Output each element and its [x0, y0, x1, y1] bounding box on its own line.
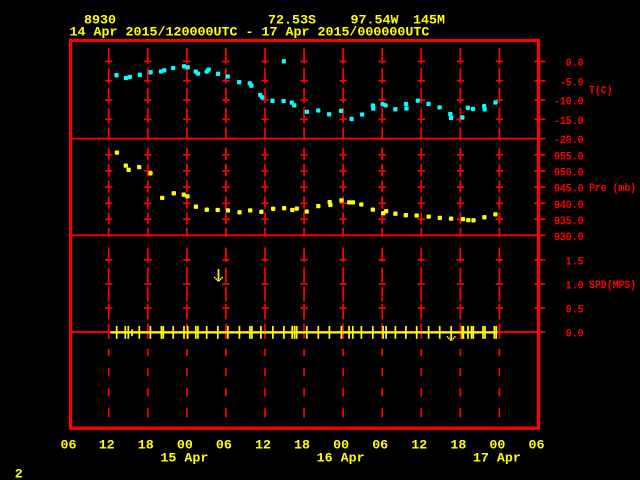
- svg-text:930.0: 930.0: [554, 232, 584, 244]
- svg-text:145M: 145M: [413, 13, 445, 28]
- svg-text:0.0: 0.0: [566, 329, 584, 341]
- svg-text:935.0: 935.0: [554, 216, 584, 228]
- svg-text:18: 18: [450, 439, 466, 454]
- svg-text:8930: 8930: [84, 13, 116, 28]
- svg-text:940.0: 940.0: [554, 200, 584, 212]
- svg-text:00: 00: [489, 439, 505, 454]
- svg-text:06: 06: [529, 439, 545, 454]
- svg-text:12: 12: [255, 439, 271, 454]
- svg-text:955.0: 955.0: [554, 151, 584, 163]
- svg-text:-10.0: -10.0: [554, 97, 584, 109]
- svg-text:1.0: 1.0: [566, 281, 584, 293]
- svg-text:12: 12: [99, 439, 115, 454]
- svg-text:00: 00: [177, 439, 193, 454]
- svg-text:18: 18: [138, 439, 154, 454]
- svg-text:2: 2: [15, 468, 23, 480]
- svg-text:15 Apr: 15 Apr: [160, 452, 208, 467]
- svg-text:97.54W: 97.54W: [351, 13, 399, 28]
- svg-text:12: 12: [411, 439, 427, 454]
- svg-text:0.0: 0.0: [566, 58, 584, 70]
- svg-text:T(C): T(C): [589, 86, 613, 98]
- svg-text:00: 00: [333, 439, 349, 454]
- svg-text:06: 06: [61, 439, 77, 454]
- svg-text:950.0: 950.0: [554, 168, 584, 180]
- svg-text:SPD(MPS): SPD(MPS): [589, 280, 636, 292]
- svg-text:18: 18: [294, 439, 310, 454]
- svg-text:14 Apr 2015/120000UTC - 17 Apr: 14 Apr 2015/120000UTC - 17 Apr 2015/0000…: [70, 25, 430, 40]
- svg-text:72.53S: 72.53S: [268, 13, 316, 28]
- svg-text:06: 06: [372, 439, 388, 454]
- svg-text:945.0: 945.0: [554, 184, 584, 196]
- svg-text:06: 06: [216, 439, 232, 454]
- svg-text:0.5: 0.5: [566, 305, 584, 317]
- svg-text:-15.0: -15.0: [554, 116, 584, 128]
- svg-text:-20.0: -20.0: [554, 135, 584, 147]
- svg-text:17 Apr: 17 Apr: [473, 452, 521, 467]
- svg-text:16 Apr: 16 Apr: [317, 452, 365, 467]
- svg-text:Pre (mb): Pre (mb): [589, 183, 636, 195]
- svg-text:1.5: 1.5: [566, 256, 584, 268]
- svg-text:-5.0: -5.0: [560, 77, 584, 89]
